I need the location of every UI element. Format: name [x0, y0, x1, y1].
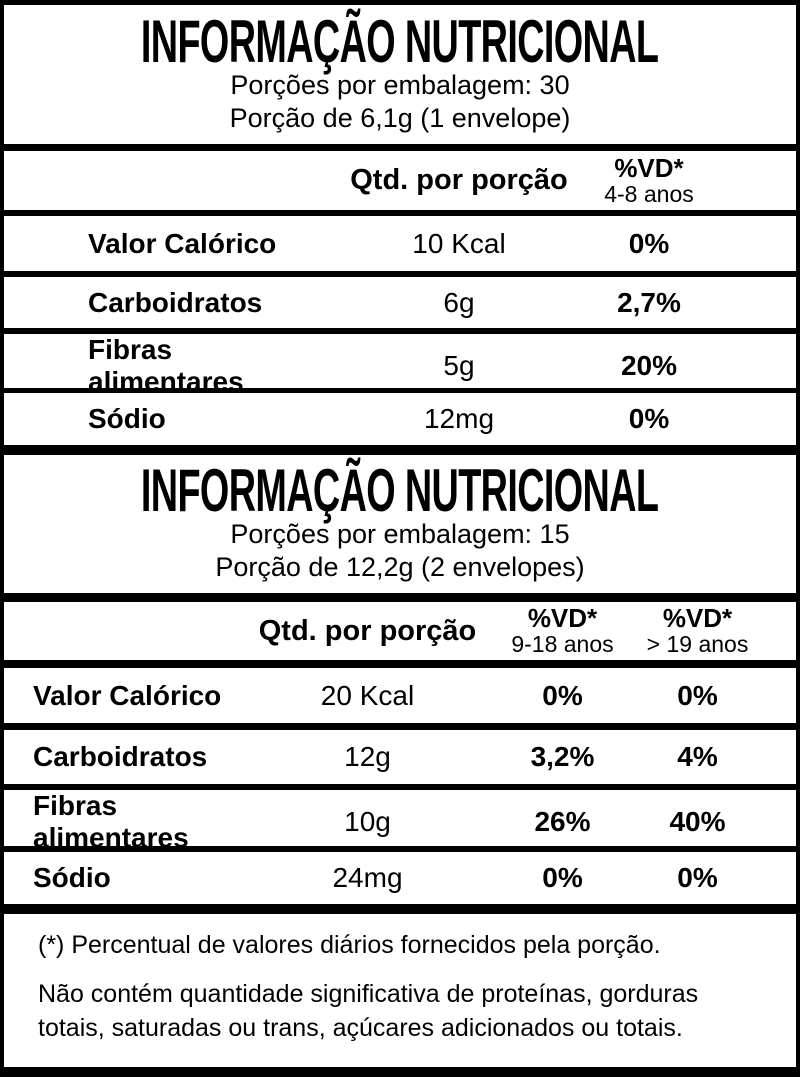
divider-rule [4, 388, 796, 393]
table2-header-row: Qtd. por porção %VD* 9-18 anos %VD* > 19… [4, 602, 796, 660]
divider-rule [4, 210, 796, 216]
divider-rule [4, 723, 796, 730]
table1-header-vd-age-group: 4-8 anos [604, 180, 694, 207]
daily-values-footnote: (*) Percentual de valores diários fornec… [38, 931, 661, 959]
nutrient-vd1: 0% [542, 862, 583, 893]
divider-rule [4, 271, 796, 277]
table1-title-panel: INFORMAÇÃO NUTRICIONAL Porções por embal… [4, 5, 796, 144]
nutrient-qty: 24mg [332, 862, 403, 893]
nutrient-vd1: 0% [542, 679, 583, 711]
nutrient-qty: 20 Kcal [320, 679, 415, 711]
nutrient-label: Fibras alimentares [33, 790, 189, 853]
nutrient-vd: 2,7% [617, 286, 681, 318]
table2-header-vd1-label: %VD* [527, 603, 598, 633]
table1-header-qty: Qtd. por porção [350, 164, 568, 196]
table1-title: INFORMAÇÃO NUTRICIONAL [141, 7, 659, 75]
table2-servings-per-package: Porções por embalagem: 15 [230, 519, 570, 549]
table2-header-vd2-label: %VD* [662, 603, 733, 633]
nutrient-label: Sódio [88, 403, 166, 434]
table2-header-qty: Qtd. por porção [258, 614, 477, 647]
table-row: Sódio 12mg 0% [4, 393, 796, 445]
section-divider-rule [4, 445, 796, 455]
nutrient-qty: 5g [443, 350, 475, 381]
no-significant-amounts-footnote: Não contém quantidade significativa de p… [38, 980, 699, 1042]
table-row: Fibras alimentares 5g 20% [4, 334, 796, 397]
top-border-rule [4, 0, 796, 5]
nutrient-vd1: 26% [534, 806, 591, 837]
nutrient-label: Carboidratos [33, 741, 208, 772]
divider-rule [4, 660, 796, 668]
nutrient-qty: 10g [344, 806, 391, 837]
table1-servings-per-package: Porções por embalagem: 30 [230, 69, 570, 100]
nutrient-vd2: 0% [677, 679, 718, 711]
table2-title: INFORMAÇÃO NUTRICIONAL [141, 457, 659, 524]
nutrient-vd: 0% [628, 403, 670, 434]
nutrient-vd2: 0% [677, 862, 718, 893]
footnotes-panel: (*) Percentual de valores diários fornec… [4, 914, 796, 1067]
bottom-border-rule [4, 1067, 796, 1077]
table1-header-vd: %VD* 4-8 anos [594, 152, 704, 207]
divider-rule [4, 144, 796, 151]
nutrient-vd: 20% [620, 350, 678, 381]
divider-rule [4, 846, 796, 852]
nutrient-vd1: 3,2% [530, 741, 595, 772]
divider-rule [4, 784, 796, 790]
nutrient-label: Carboidratos [88, 286, 263, 318]
table2-portion-size: Porção de 12,2g (2 envelopes) [215, 552, 585, 582]
nutrient-label: Valor Calórico [33, 679, 222, 711]
table2-header-vd1: %VD* 9-18 anos [495, 605, 630, 657]
nutrient-label: Valor Calórico [88, 227, 277, 259]
nutrient-qty: 10 Kcal [412, 227, 506, 259]
nutrient-qty: 12g [344, 741, 391, 772]
table2-header-vd1-age-group: 9-18 anos [511, 631, 614, 657]
section-divider-rule [4, 904, 796, 914]
nutrient-qty: 6g [443, 286, 475, 318]
table-row: Carboidratos 6g 2,7% [4, 277, 796, 328]
table1-header-row: Qtd. por porção %VD* 4-8 anos [4, 151, 796, 210]
table2-title-panel: INFORMAÇÃO NUTRICIONAL Porções por embal… [4, 455, 796, 593]
table-row: Valor Calórico 10 Kcal 0% [4, 216, 796, 271]
table-row: Valor Calórico 20 Kcal 0% 0% [4, 668, 796, 723]
nutrient-vd2: 4% [677, 741, 718, 772]
nutrient-vd2: 40% [669, 806, 726, 837]
nutrient-qty: 12mg [423, 403, 495, 434]
nutrient-vd: 0% [628, 227, 670, 259]
table-row: Fibras alimentares 10g 26% 40% [4, 790, 796, 853]
table2-header-vd2: %VD* > 19 anos [630, 605, 765, 657]
table1-portion-size: Porção de 6,1g (1 envelope) [229, 102, 571, 133]
table1-header-vd-label: %VD* [614, 152, 684, 183]
divider-rule [4, 593, 796, 602]
table2-header-vd2-age-group: > 19 anos [646, 631, 749, 657]
table-row: Carboidratos 12g 3,2% 4% [4, 730, 796, 784]
nutrient-label: Sódio [33, 862, 111, 893]
table-row: Sódio 24mg 0% 0% [4, 852, 796, 904]
divider-rule [4, 328, 796, 334]
